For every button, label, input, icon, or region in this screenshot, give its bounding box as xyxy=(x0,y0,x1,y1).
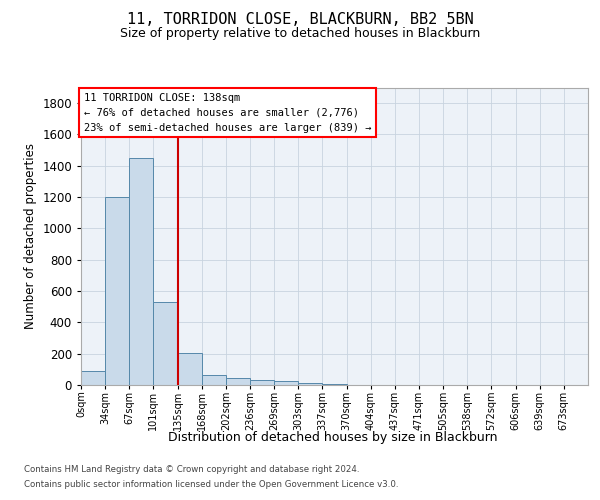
Text: Contains public sector information licensed under the Open Government Licence v3: Contains public sector information licen… xyxy=(24,480,398,489)
Text: Contains HM Land Registry data © Crown copyright and database right 2024.: Contains HM Land Registry data © Crown c… xyxy=(24,465,359,474)
Text: 11 TORRIDON CLOSE: 138sqm
← 76% of detached houses are smaller (2,776)
23% of se: 11 TORRIDON CLOSE: 138sqm ← 76% of detac… xyxy=(84,93,371,132)
Y-axis label: Number of detached properties: Number of detached properties xyxy=(23,143,37,329)
Bar xyxy=(250,380,274,385)
Bar xyxy=(129,158,154,385)
Bar xyxy=(81,371,105,385)
Bar xyxy=(154,302,178,385)
Text: 11, TORRIDON CLOSE, BLACKBURN, BB2 5BN: 11, TORRIDON CLOSE, BLACKBURN, BB2 5BN xyxy=(127,12,473,28)
Bar xyxy=(298,384,322,385)
Bar xyxy=(226,378,250,385)
Bar xyxy=(202,375,226,385)
Text: Distribution of detached houses by size in Blackburn: Distribution of detached houses by size … xyxy=(168,431,498,444)
Bar xyxy=(322,384,347,385)
Text: Size of property relative to detached houses in Blackburn: Size of property relative to detached ho… xyxy=(120,28,480,40)
Bar xyxy=(274,381,298,385)
Bar xyxy=(105,197,129,385)
Bar xyxy=(178,353,202,385)
